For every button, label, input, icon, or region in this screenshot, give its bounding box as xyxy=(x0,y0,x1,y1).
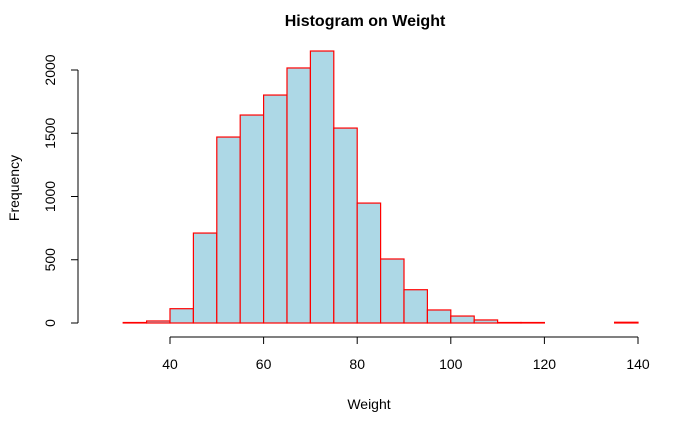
histogram-bar xyxy=(473,319,499,324)
bars xyxy=(122,50,639,324)
x-tick-label: 100 xyxy=(439,356,463,372)
histogram-bar xyxy=(169,308,194,324)
histogram-bar xyxy=(286,67,311,324)
chart-title: Histogram on Weight xyxy=(285,13,446,30)
y-tick-label: 500 xyxy=(42,248,58,272)
x-tick-label: 80 xyxy=(349,356,365,372)
histogram-bar xyxy=(520,321,545,324)
histogram-bar xyxy=(613,321,639,324)
histogram-bar xyxy=(309,50,335,324)
x-tick-label: 60 xyxy=(256,356,272,372)
histogram-bar xyxy=(192,232,218,324)
histogram-bar xyxy=(333,127,358,324)
histogram-bar xyxy=(426,309,452,324)
histogram-bar xyxy=(403,289,428,324)
x-tick-label: 40 xyxy=(162,356,178,372)
y-tick-label: 2000 xyxy=(42,54,58,85)
histogram-bar xyxy=(497,321,522,324)
y-tick-label: 1000 xyxy=(42,181,58,212)
histogram-bar xyxy=(216,136,241,324)
x-axis: 40 60 80 100 120 140 xyxy=(162,336,650,372)
y-tick-label: 1500 xyxy=(42,117,58,148)
histogram-bar xyxy=(122,321,148,324)
histogram-bar xyxy=(239,114,265,324)
histogram-bar xyxy=(356,202,382,324)
x-tick-label: 120 xyxy=(533,356,557,372)
histogram-bar xyxy=(146,320,171,324)
y-axis-label: Frequency xyxy=(6,155,22,221)
histogram-bar xyxy=(450,315,475,324)
y-axis: 0 500 1000 1500 2000 xyxy=(42,54,79,327)
histogram-bar xyxy=(380,258,405,324)
x-tick-label: 140 xyxy=(626,356,650,372)
histogram-bar xyxy=(263,94,288,324)
y-tick-label: 0 xyxy=(42,319,58,327)
x-axis-label: Weight xyxy=(347,396,390,412)
